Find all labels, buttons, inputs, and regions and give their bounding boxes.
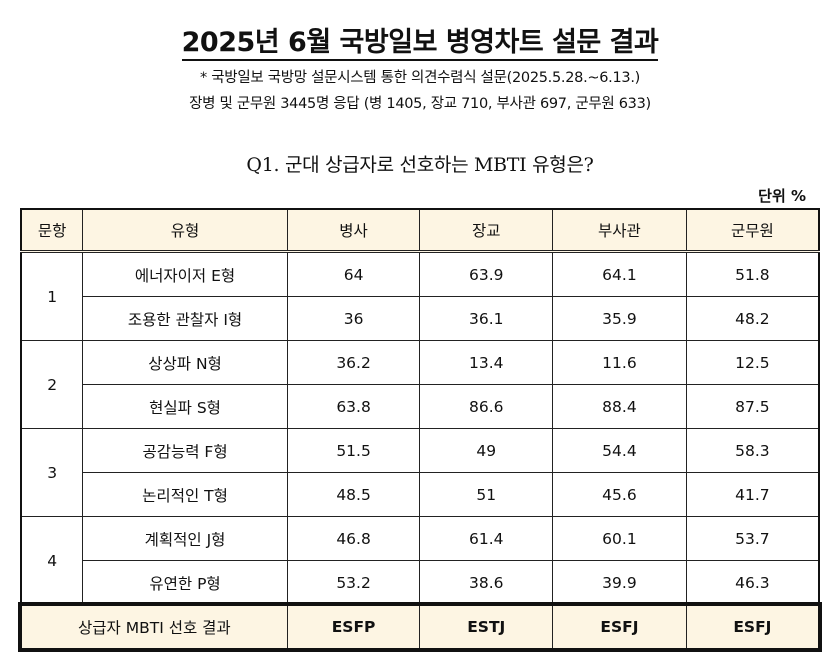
table-row: 4 계획적인 J형 46.8 61.4 60.1 53.7 [20, 516, 820, 606]
value-cell: 46.3 [685, 560, 820, 606]
value-cell: 36 [286, 296, 421, 341]
column-header: 장교 [419, 208, 554, 253]
unit-label: 단위 % [758, 187, 806, 205]
table-row: 3 공감능력 F형 51.5 49 54.4 58.3 [20, 428, 820, 517]
value-cell: 11.6 [552, 340, 687, 385]
header-row: 문항 유형 병사 장교 부사관 군무원 [20, 208, 820, 253]
value-cell: 58.3 [685, 428, 820, 473]
value-cell: 41.7 [685, 472, 820, 517]
column-header: 군무원 [685, 208, 820, 253]
value-cell: 60.1 [552, 516, 687, 561]
question-number: 4 [20, 516, 84, 606]
table-row: 1 에너자이저 E형 64 63.9 64.1 51.8 [20, 251, 820, 341]
value-cell: 54.4 [552, 428, 687, 473]
value-cell: 45.6 [552, 472, 687, 517]
question-number: 1 [20, 251, 84, 341]
value-cell: 87.5 [685, 384, 820, 429]
value-cell: 53.7 [685, 516, 820, 561]
value-cell: 61.4 [419, 516, 554, 561]
value-cell: 63.9 [419, 251, 554, 297]
column-header: 문항 [20, 208, 84, 253]
value-cell: 46.8 [286, 516, 421, 561]
table-row: 현실파 S형 63.8 86.6 88.4 87.5 [21, 384, 820, 429]
result-label: 상급자 MBTI 선호 결과 [20, 604, 288, 650]
table-row: 유연한 P형 53.2 38.6 39.9 46.3 [21, 560, 820, 606]
type-cell: 논리적인 T형 [82, 472, 288, 517]
value-cell: 38.6 [419, 560, 554, 606]
table-row: 조용한 관찰자 I형 36 36.1 35.9 48.2 [21, 296, 820, 341]
value-cell: 53.2 [286, 560, 421, 606]
question-heading: Q1. 군대 상급자로 선호하는 MBTI 유형은? [246, 154, 594, 176]
value-cell: 36.2 [286, 340, 421, 385]
value-cell: 63.8 [286, 384, 421, 429]
value-cell: 39.9 [552, 560, 687, 606]
value-cell: 51.8 [685, 251, 820, 297]
value-cell: 35.9 [552, 296, 687, 341]
value-cell: 36.1 [419, 296, 554, 341]
type-cell: 공감능력 F형 [82, 428, 288, 473]
column-header: 부사관 [552, 208, 687, 253]
value-cell: 88.4 [552, 384, 687, 429]
value-cell: 64 [286, 251, 421, 297]
question-number: 3 [20, 428, 84, 517]
result-cell: ESTJ [419, 604, 554, 650]
value-cell: 48.5 [286, 472, 421, 517]
result-cell: ESFJ [552, 604, 687, 650]
type-cell: 조용한 관찰자 I형 [82, 296, 288, 341]
results-table: 문항 유형 병사 장교 부사관 군무원 1 에너자이저 E형 64 63.9 64.1 51.8 조용… [18, 208, 822, 652]
value-cell: 48.2 [685, 296, 820, 341]
value-cell: 64.1 [552, 251, 687, 297]
table-row: 2 상상파 N형 36.2 13.4 11.6 12.5 [20, 340, 820, 429]
column-header: 병사 [286, 208, 421, 253]
type-cell: 계획적인 J형 [82, 516, 288, 561]
result-row: 상급자 MBTI 선호 결과 ESFP ESTJ ESFJ ESFJ [20, 604, 820, 650]
type-cell: 에너자이저 E형 [82, 251, 288, 297]
value-cell: 13.4 [419, 340, 554, 385]
survey-note: * 국방일보 국방망 설문시스템 통한 의견수렴식 설문(2025.5.28.~… [199, 70, 640, 86]
result-cell: ESFP [286, 604, 421, 650]
type-cell: 상상파 N형 [82, 340, 288, 385]
value-cell: 12.5 [685, 340, 820, 385]
respondents-note: 장병 및 군무원 3445명 응답 (병 1405, 장교 710, 부사관 6… [189, 96, 651, 112]
result-cell: ESFJ [685, 604, 820, 650]
question-number: 2 [20, 340, 84, 429]
column-header: 유형 [82, 208, 288, 253]
type-cell: 현실파 S형 [82, 384, 288, 429]
type-cell: 유연한 P형 [82, 560, 288, 606]
value-cell: 51.5 [286, 428, 421, 473]
title-text: 2025년 6월 국방일보 병영차트 설문 결과 [181, 27, 659, 61]
value-cell: 51 [419, 472, 554, 517]
page-title: 2025년 6월 국방일보 병영차트 설문 결과 [0, 20, 840, 61]
table-row: 논리적인 T형 48.5 51 45.6 41.7 [21, 472, 820, 517]
value-cell: 49 [419, 428, 554, 473]
value-cell: 86.6 [419, 384, 554, 429]
